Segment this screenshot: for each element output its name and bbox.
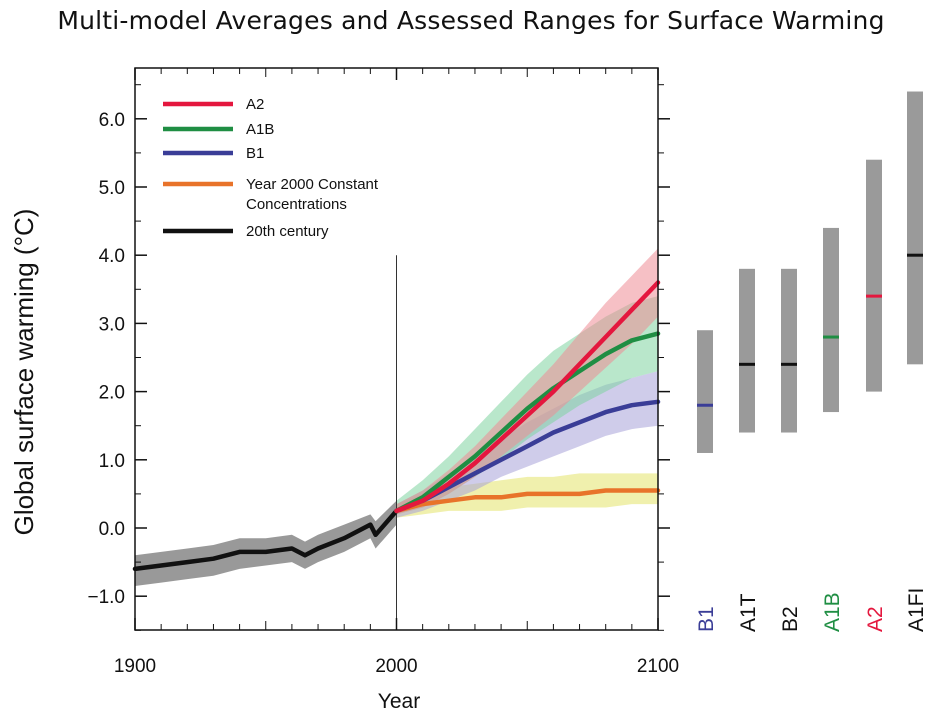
chart-title: Multi-model Averages and Assessed Ranges… xyxy=(57,6,885,35)
range-bar-label: A1T xyxy=(737,593,760,632)
y-tick-label: −1.0 xyxy=(87,587,125,608)
range-bar-label: B2 xyxy=(779,606,802,632)
y-tick-label: 1.0 xyxy=(99,451,125,472)
y-tick-label: 5.0 xyxy=(99,178,125,199)
range-bar-a1fi xyxy=(907,91,923,365)
x-axis-ticks: 1900 2000 2100 xyxy=(114,68,679,677)
y-axis-ticks: 6.0 5.0 4.0 3.0 2.0 1.0 0.0 −1.0 xyxy=(87,84,670,631)
series-line-a2 xyxy=(394,280,661,514)
x-tick-label: 1900 xyxy=(114,656,156,677)
range-bar-label: A1FI xyxy=(905,588,928,632)
legend-label: 20th century xyxy=(246,223,329,240)
y-tick-label: 3.0 xyxy=(99,314,125,335)
x-axis-label: Year xyxy=(378,690,420,713)
range-bar-label: A2 xyxy=(864,606,887,632)
legend-label: B1 xyxy=(246,145,264,162)
y-tick-label: 6.0 xyxy=(99,110,125,131)
series-line-year-2000-constant-concentrations xyxy=(394,488,661,514)
range-bar-label: A1B xyxy=(821,592,844,632)
y-axis-label: Global surface warming (°C) xyxy=(9,209,39,536)
series-line-a1b xyxy=(394,331,661,514)
range-bar-label: B1 xyxy=(695,606,718,632)
series-line-20th-century xyxy=(132,508,399,572)
legend-label: Concentrations xyxy=(246,196,347,213)
band-20th-century xyxy=(135,500,397,586)
legend-label: A1B xyxy=(246,121,274,138)
legend-label: Year 2000 Constant xyxy=(246,176,379,193)
range-bars: B1 A1T B2 A1B A2 A1FI xyxy=(695,91,928,632)
range-bar-a1t xyxy=(739,268,755,433)
x-tick-label: 2000 xyxy=(375,656,417,677)
range-bar-b1 xyxy=(697,330,713,453)
y-tick-label: 4.0 xyxy=(99,246,125,267)
range-bar-a1b xyxy=(823,227,839,413)
legend: A2 A1B B1 Year 2000 Constant Concentrations 2… xyxy=(163,96,379,240)
legend-label: A2 xyxy=(246,96,264,113)
series-lines xyxy=(132,255,661,630)
range-bar-a2 xyxy=(866,159,882,392)
y-tick-label: 0.0 xyxy=(99,519,125,540)
range-bar-b2 xyxy=(781,268,797,433)
y-tick-label: 2.0 xyxy=(99,383,125,404)
x-tick-label: 2100 xyxy=(637,656,679,677)
